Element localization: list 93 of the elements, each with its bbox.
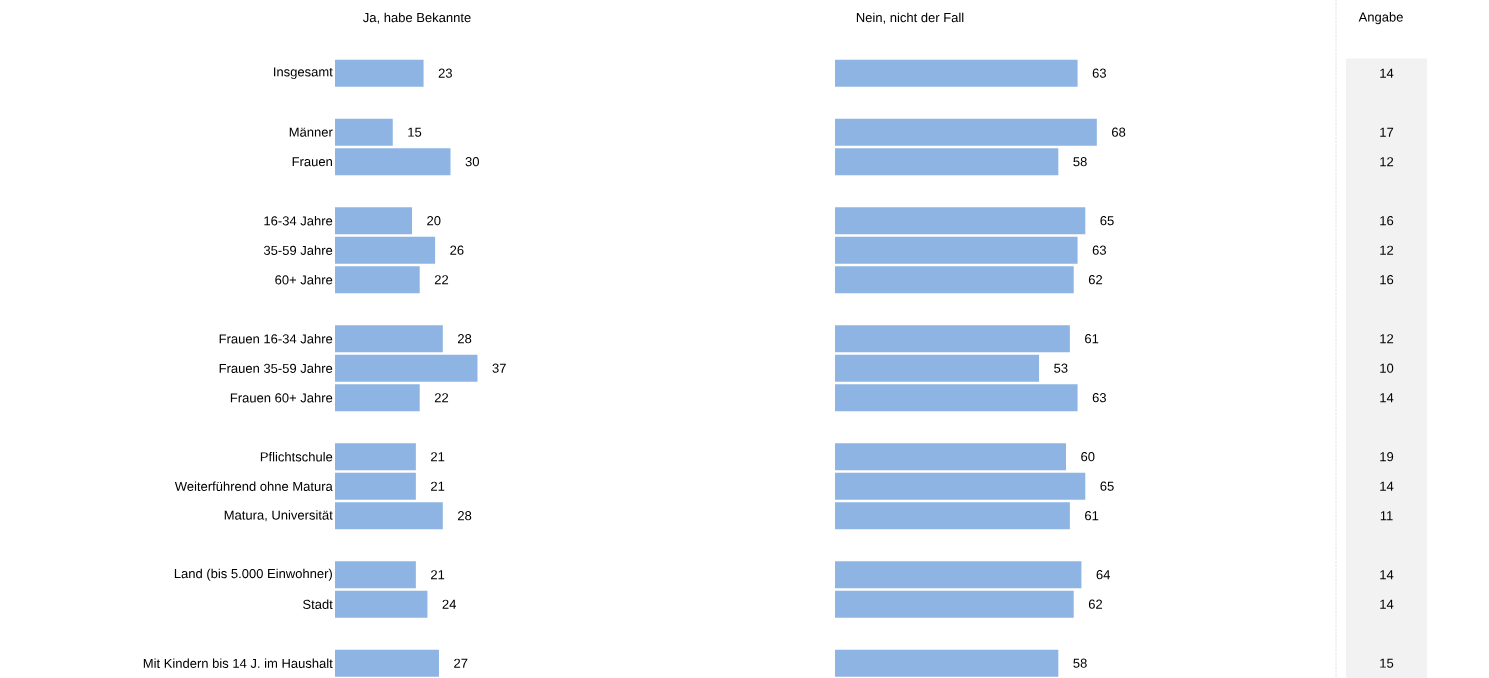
data-label: 60 [1081,452,1095,462]
data-label: 61 [1085,334,1099,344]
data-label: 21 [431,481,445,491]
y-tick-label: 16-34 Jahre [264,215,333,226]
data-label: 15 [408,127,422,137]
data-label: 61 [1085,511,1099,521]
bar [835,207,1086,235]
data-label: 63 [1092,393,1106,403]
bar [335,59,424,87]
data-label: 11 [1380,511,1393,521]
bar [835,649,1059,677]
bar [835,384,1078,412]
data-label: 12 [1380,334,1394,344]
data-label: 19 [1380,452,1394,462]
data-label: 64 [1096,570,1111,580]
y-tick-label: Frauen 16-34 Jahre [219,333,333,344]
bar [335,325,443,353]
data-label: 28 [458,334,472,344]
bar [835,472,1086,500]
data-label: 16 [1380,216,1394,226]
data-label: 20 [427,216,441,226]
data-label: 14 [1380,481,1394,491]
data-label: 37 [492,363,506,373]
bar [335,354,478,382]
bar [335,502,443,530]
y-tick-label: 35-59 Jahre [263,245,333,255]
data-label: 68 [1112,127,1126,137]
y-tick-label: Land (bis 5.000 Einwohner) [174,568,332,581]
bar [835,502,1070,530]
y-tick-label: Frauen 35-59 Jahre [219,363,333,373]
data-label: 65 [1100,481,1114,491]
bar [835,148,1059,176]
bar [835,443,1067,471]
bar [335,266,420,294]
bar [835,354,1040,382]
data-label: 58 [1073,157,1087,167]
data-label: 21 [431,452,445,462]
text: Angabe [1358,12,1403,25]
data-label: 62 [1088,599,1103,609]
bar [335,590,428,618]
y-tick-label: Frauen 60+ Jahre [230,392,333,403]
y-tick-label: Stadt [303,599,333,609]
bar [835,325,1070,353]
data-label: 12 [1380,245,1394,255]
bar [335,148,451,176]
y-tick-label: Pflichtschule [260,451,333,462]
data-label: 21 [431,570,445,580]
data-label: 16 [1380,275,1394,285]
y-tick-label: Weiterführend ohne Matura [174,481,333,491]
bar [335,561,416,589]
data-label: 63 [1092,245,1106,255]
bar [335,472,416,500]
bar [835,266,1074,294]
data-label: 23 [438,68,452,78]
data-label: 26 [450,245,464,255]
bar [335,207,413,235]
bar [335,236,436,264]
data-label: 14 [1380,68,1394,78]
bar [835,118,1097,146]
data-label: 12 [1380,157,1394,167]
y-tick-label: Insgesamt [274,67,333,80]
bar [835,561,1082,589]
bar [335,118,393,146]
y-tick-label: Frauen [292,157,332,167]
data-label: 15 [1380,658,1394,668]
data-label: 22 [434,275,449,285]
bar [335,649,439,677]
bar [835,590,1074,618]
data-label: 53 [1054,363,1068,373]
data-label: 14 [1380,599,1394,609]
y-tick-label: 60+ Jahre [275,274,333,285]
data-label: 17 [1380,127,1394,137]
data-label: 24 [442,599,457,609]
y-tick-label: Mit Kindern bis 14 J. im Haushalt [143,658,333,668]
data-label: 14 [1380,393,1394,403]
data-label: 58 [1073,658,1087,668]
data-label: 27 [454,658,468,668]
bar [335,384,420,412]
y-tick-label: Matura, Universität [224,510,333,522]
data-label: 22 [434,393,449,403]
data-label: 14 [1380,570,1394,580]
y-tick-label: Männer [289,127,333,137]
data-label: 65 [1100,216,1114,226]
data-label: 10 [1380,363,1394,373]
data-label: 63 [1092,68,1106,78]
chart-title: Ja, habe Bekannte [363,12,471,24]
data-label: 28 [458,511,472,521]
chart-title: Nein, nicht der Fall [856,12,964,24]
bar [335,443,416,471]
data-label: 62 [1088,275,1103,285]
data-label: 30 [465,157,479,167]
bar [835,59,1078,87]
bar [835,236,1078,264]
